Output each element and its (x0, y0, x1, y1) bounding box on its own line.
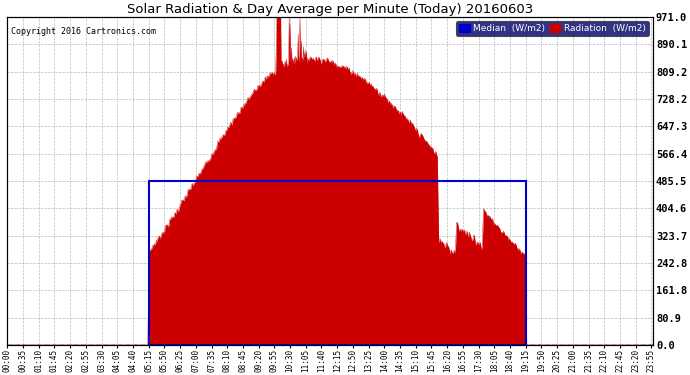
Bar (148, 181, 526, 345)
Text: Copyright 2016 Cartronics.com: Copyright 2016 Cartronics.com (10, 27, 155, 36)
Title: Solar Radiation & Day Average per Minute (Today) 20160603: Solar Radiation & Day Average per Minute… (127, 3, 533, 16)
Legend: Median  (W/m2), Radiation  (W/m2): Median (W/m2), Radiation (W/m2) (456, 21, 649, 36)
